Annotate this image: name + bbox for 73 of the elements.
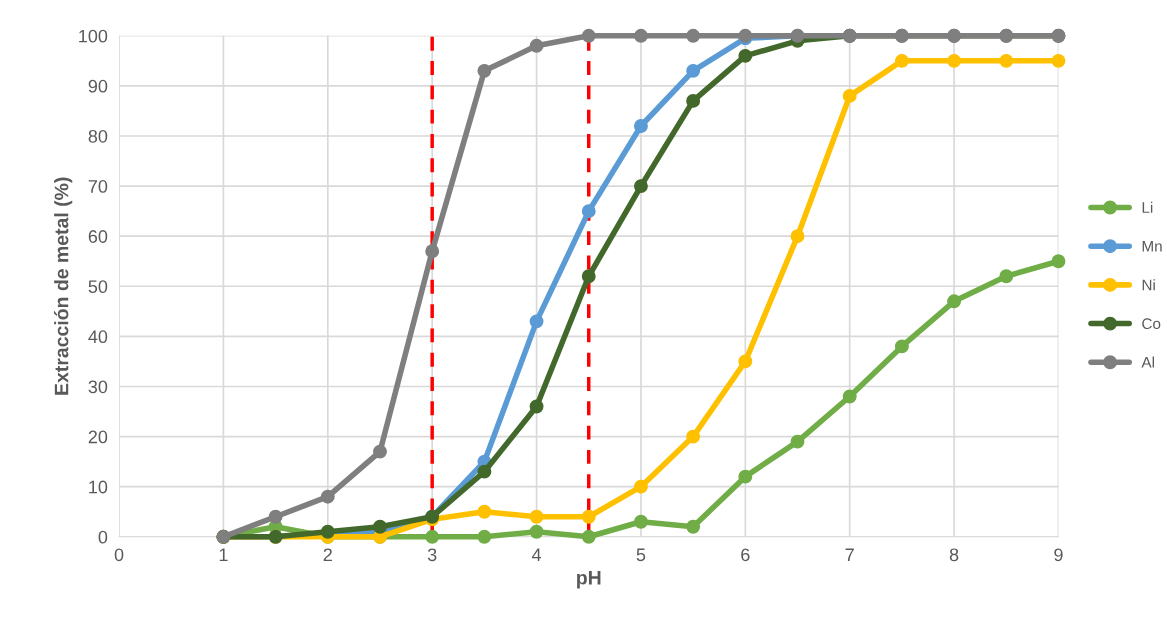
point — [373, 444, 387, 459]
y-tick-label: 100 — [79, 29, 108, 43]
y-tick-label: 20 — [88, 430, 108, 444]
point — [686, 28, 701, 43]
point — [633, 179, 648, 194]
y-tick-label: 30 — [88, 380, 108, 394]
y-axis-title: Extracción de metal (%) — [53, 177, 73, 395]
point — [842, 389, 857, 404]
x-tick-label: 8 — [949, 548, 959, 562]
point — [1051, 53, 1066, 68]
point — [581, 204, 596, 219]
legend-label: Ni — [1142, 279, 1155, 291]
point — [529, 524, 544, 539]
point — [686, 519, 701, 534]
point — [790, 434, 805, 449]
legend-label: Mn — [1142, 241, 1162, 252]
point — [425, 529, 440, 544]
point — [894, 339, 909, 354]
point — [477, 504, 492, 519]
point — [999, 53, 1014, 68]
point — [842, 88, 857, 103]
point — [477, 529, 492, 544]
point — [477, 63, 492, 78]
point — [581, 529, 596, 544]
point — [1051, 254, 1066, 269]
point — [894, 53, 909, 68]
point — [529, 509, 544, 524]
x-tick-label: 7 — [845, 548, 854, 561]
y-tick-label: 40 — [88, 330, 108, 344]
point — [633, 514, 648, 529]
point — [947, 294, 962, 309]
y-tick-label: 70 — [88, 180, 108, 193]
point — [320, 489, 335, 504]
y-tick-label: 60 — [88, 230, 108, 243]
point — [738, 469, 753, 484]
point — [686, 93, 701, 108]
point — [268, 509, 283, 524]
y-tick-label: 90 — [88, 79, 108, 93]
point — [581, 269, 596, 284]
x-tick-label: 4 — [531, 548, 542, 561]
point — [425, 244, 440, 259]
x-tick-label: 2 — [323, 548, 332, 561]
legend-label: Al — [1141, 356, 1154, 368]
x-tick-label: 3 — [427, 548, 437, 562]
point — [373, 519, 387, 534]
point — [738, 48, 753, 63]
point — [633, 479, 648, 494]
point — [999, 269, 1014, 284]
x-tick-label: 9 — [1054, 548, 1063, 562]
point — [529, 314, 544, 329]
point — [633, 119, 648, 133]
point — [738, 354, 753, 369]
point — [790, 229, 805, 244]
point — [581, 509, 596, 524]
point — [529, 38, 544, 53]
y-tick-label: 0 — [98, 530, 108, 544]
x-tick-label: 0 — [114, 548, 124, 562]
x-axis-title: pH — [577, 571, 601, 589]
point — [686, 63, 701, 78]
y-tick-label: 50 — [88, 280, 108, 294]
point — [529, 399, 544, 414]
y-tick-label: 80 — [88, 129, 108, 143]
point — [477, 464, 492, 479]
x-tick-label: 6 — [741, 548, 750, 562]
x-tick-label: 1 — [219, 548, 228, 561]
x-tick-label: 5 — [636, 548, 646, 562]
point — [686, 429, 701, 444]
point — [633, 28, 648, 43]
y-tick-label: 10 — [89, 480, 108, 494]
legend-label: Li — [1142, 201, 1153, 213]
point — [581, 28, 596, 43]
point — [947, 53, 962, 68]
legend-label: Co — [1142, 318, 1161, 330]
